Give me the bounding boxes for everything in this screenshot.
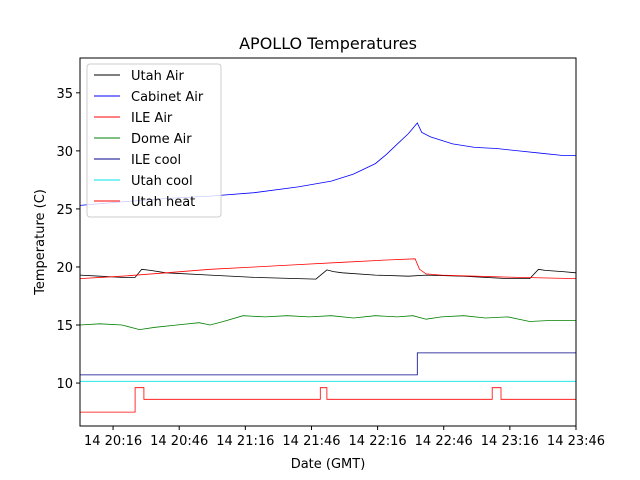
legend-label: ILE cool [131, 153, 181, 168]
x-tick-label: 14 20:46 [150, 434, 208, 449]
legend: Utah Air Cabinet Air ILE Air Dome Air ILE co… [86, 63, 222, 218]
series-line-0 [79, 268, 577, 280]
y-tick-label: 25 [56, 203, 73, 218]
legend-label: ILE Air [131, 111, 173, 126]
x-tick-label: 14 22:16 [349, 434, 407, 449]
y-tick-label: 30 [56, 145, 73, 160]
y-tick-label: 15 [56, 319, 73, 334]
y-axis-label: Temperature (C) [33, 189, 48, 296]
chart-title: APOLLO Temperatures [239, 34, 417, 53]
legend-label: Utah heat [131, 195, 195, 210]
plot-frame [79, 57, 577, 427]
series-line-1 [79, 122, 576, 206]
x-tick-label: 14 23:16 [481, 434, 539, 449]
series-line-4 [80, 352, 576, 376]
x-tick-label: 14 21:46 [282, 434, 340, 449]
y-tick-label: 35 [56, 87, 73, 102]
legend-box [86, 63, 222, 218]
y-axis-ticks: 10 15 20 25 30 35 [56, 87, 80, 392]
x-tick-label: 14 23:46 [547, 434, 605, 449]
legend-label: Dome Air [131, 132, 192, 147]
y-tick-label: 10 [56, 377, 73, 392]
series-line-6 [80, 387, 576, 413]
x-axis-ticks: 14 20:16 14 20:46 14 21:16 14 21:46 14 22:16… [84, 426, 605, 449]
legend-label: Utah cool [131, 174, 193, 189]
plot-lines [79, 122, 577, 413]
legend-label: Utah Air [131, 69, 184, 84]
x-tick-label: 14 21:16 [216, 434, 274, 449]
legend-label: Cabinet Air [131, 90, 204, 105]
y-tick-label: 20 [56, 261, 73, 276]
x-tick-label: 14 20:16 [84, 434, 142, 449]
series-line-3 [79, 315, 576, 331]
series-line-2 [79, 258, 577, 279]
x-axis-label: Date (GMT) [291, 457, 366, 472]
x-tick-label: 14 22:46 [415, 434, 473, 449]
